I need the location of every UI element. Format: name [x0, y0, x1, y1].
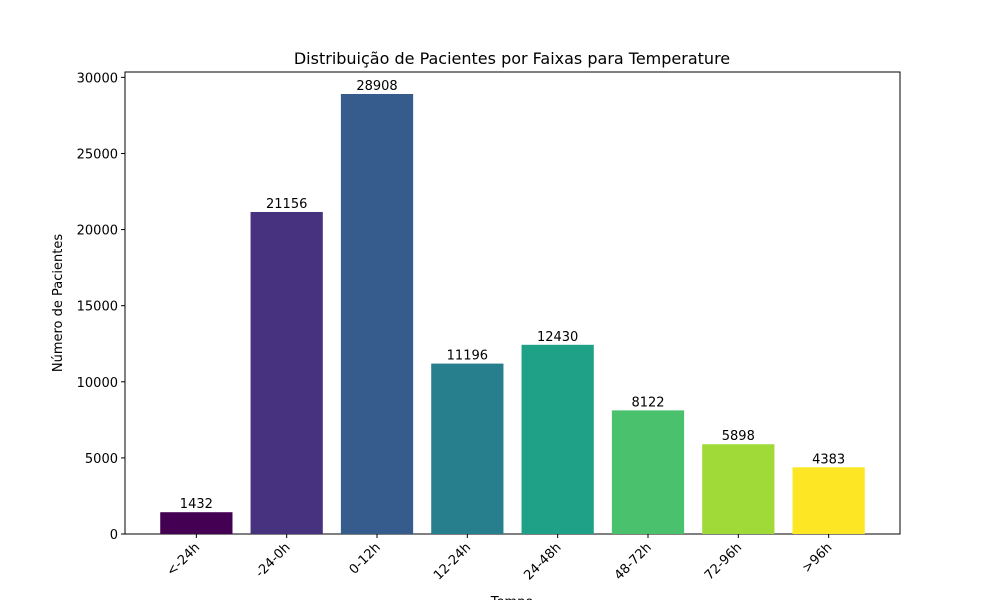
x-tick-label: 12-24h	[431, 540, 474, 583]
plot-frame	[124, 71, 901, 535]
bar	[792, 467, 865, 534]
x-axis-label: Tempo	[490, 595, 534, 600]
y-tick-label: 5000	[85, 452, 118, 467]
bar	[702, 444, 775, 534]
x-tick-label: 24-48h	[521, 540, 564, 583]
x-tick-label: >96h	[800, 540, 836, 576]
value-label: 12430	[537, 330, 578, 345]
bar	[250, 211, 323, 534]
y-axis-label: Número de Pacientes	[51, 234, 66, 372]
value-label: 21156	[266, 197, 307, 212]
value-label: 28908	[356, 79, 397, 94]
bar	[160, 512, 233, 534]
value-label: 5898	[722, 429, 755, 444]
x-tick-label: 48-72h	[612, 540, 655, 583]
x-tick-label: 72-96h	[702, 540, 745, 583]
x-tick-label: -24-0h	[253, 540, 294, 581]
bar	[340, 93, 414, 534]
value-label: 4383	[812, 452, 845, 467]
value-label: 1432	[180, 497, 213, 512]
value-label: 11196	[447, 349, 488, 364]
y-tick-label: 0	[110, 528, 118, 543]
bar	[521, 344, 594, 534]
chart-title: Distribuição de Pacientes por Faixas par…	[294, 49, 730, 68]
y-tick-label: 30000	[77, 71, 118, 86]
bar	[611, 410, 685, 534]
y-tick-label: 10000	[77, 376, 118, 391]
y-tick-label: 15000	[77, 300, 118, 315]
x-tick-label: 0-12h	[347, 540, 384, 577]
y-tick-label: 20000	[77, 224, 118, 239]
x-tick-label: <-24h	[164, 540, 203, 579]
y-tick-label: 25000	[77, 147, 118, 162]
bar	[431, 363, 504, 534]
value-label: 8122	[631, 395, 664, 410]
